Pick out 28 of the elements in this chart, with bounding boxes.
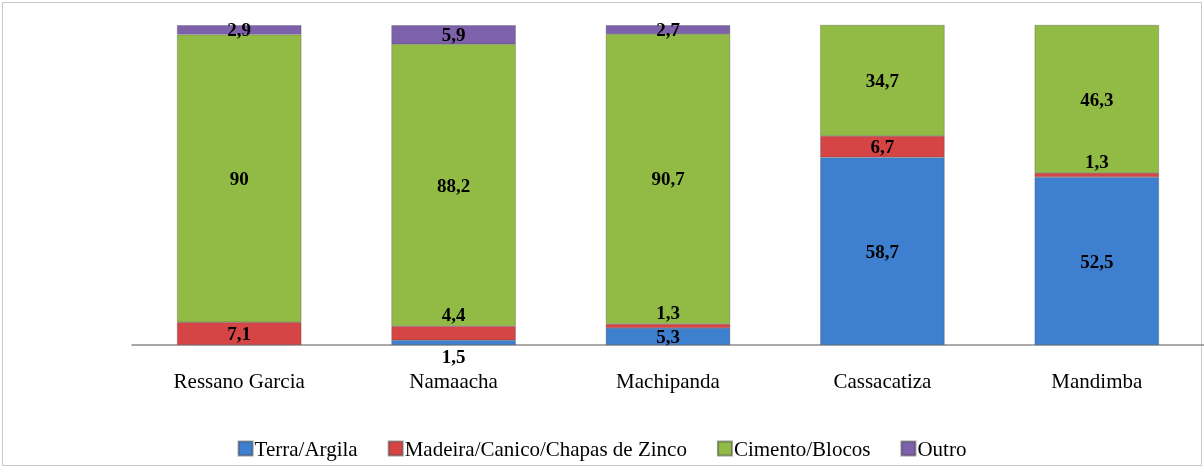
legend-label: Madeira/Canico/Chapas de Zinco (404, 436, 687, 461)
bar (1034, 25, 1159, 174)
data-label: 34,7 (865, 69, 900, 91)
data-label: 4,4 (441, 304, 466, 326)
x-tick-label: Cassacatiza (833, 368, 933, 393)
legend-label: Outro (917, 436, 967, 461)
data-label: 90 (229, 167, 249, 189)
bar (1034, 177, 1159, 345)
bar (605, 328, 731, 345)
data-label: 46,3 (1080, 88, 1114, 110)
data-label: 58,7 (865, 240, 900, 262)
x-tick-label: Namaacha (409, 368, 499, 393)
data-label: 2,7 (656, 19, 681, 41)
legend-label: Terra/Argila (254, 436, 359, 461)
data-label: 1,5 (441, 346, 466, 367)
x-tick-label: Ressano Garcia (173, 368, 306, 393)
data-label: 5,3 (656, 326, 680, 348)
data-label: 88,2 (436, 174, 471, 196)
data-label: 1,3 (1084, 151, 1109, 173)
legend-label: Cimento/Blocos (733, 436, 871, 461)
data-label: 7,1 (227, 323, 252, 345)
data-label: 5,9 (441, 24, 466, 46)
data-label: 6,7 (870, 136, 895, 158)
data-label: 1,3 (656, 301, 680, 323)
x-tick-label: Mandimba (1051, 368, 1143, 393)
data-label: 52,5 (1080, 250, 1114, 272)
x-tick-label: Machipanda (616, 368, 721, 393)
data-label: 90,7 (651, 168, 686, 190)
